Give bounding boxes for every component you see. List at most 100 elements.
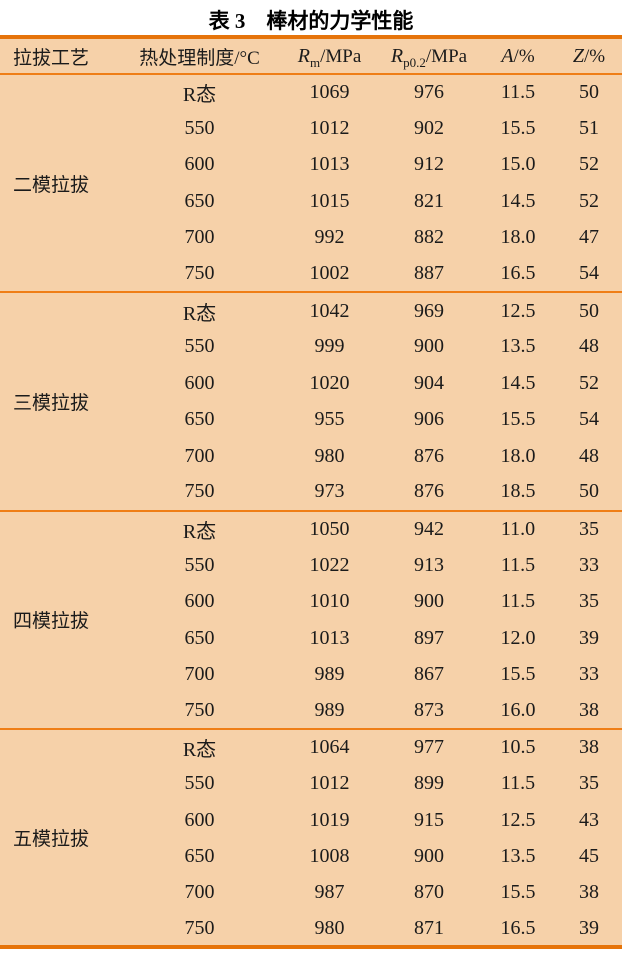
heat-cell: 700 — [184, 881, 215, 904]
col-header-drawing-process: 拉拔工艺 — [13, 47, 90, 69]
rp-cell: 821 — [414, 189, 444, 212]
heat-cell: 600 — [184, 371, 215, 394]
heat-cell: 700 — [184, 444, 215, 467]
rm-unit: /MPa — [320, 45, 362, 67]
a-cell: 18.0 — [500, 444, 536, 467]
table-row: 650 1008 900 13.5 45 — [0, 838, 622, 874]
z-cell: 35 — [579, 590, 599, 613]
table-row: 700 980 876 18.0 48 — [0, 438, 622, 474]
a-cell: 11.0 — [500, 517, 536, 540]
rm-cell: 1020 — [309, 371, 350, 394]
a-cell: 12.0 — [500, 626, 536, 649]
table-row: 750 1002 887 16.5 54 — [0, 256, 622, 292]
rm-cell: 1008 — [309, 844, 350, 867]
rm-cell: 987 — [314, 881, 345, 904]
rp-cell: 976 — [414, 81, 444, 104]
rm-cell: 1042 — [309, 299, 350, 322]
z-cell: 39 — [579, 626, 599, 649]
rm-cell: 989 — [314, 698, 345, 721]
a-cell: 14.5 — [500, 189, 536, 212]
rp-cell: 873 — [414, 698, 444, 721]
z-cell: 33 — [579, 553, 599, 576]
rp02-subscript: p0.2 — [403, 54, 426, 70]
rp-cell: 900 — [414, 590, 444, 613]
rp-cell: 977 — [414, 736, 444, 759]
heat-cell: 650 — [184, 189, 215, 212]
heat-cell: R态 — [182, 84, 217, 107]
heat-cell: 650 — [184, 844, 215, 867]
table-row: 750 989 873 16.0 38 — [0, 693, 622, 729]
heat-cell: 750 — [184, 262, 215, 285]
rp-cell: 870 — [414, 881, 444, 904]
a-cell: 12.5 — [500, 299, 536, 322]
rp-cell: 900 — [414, 844, 444, 867]
a-cell: 15.0 — [500, 153, 536, 176]
table-row: 550 1012 899 11.5 35 — [0, 765, 622, 801]
heat-cell: R态 — [182, 739, 217, 762]
process-label: 四模拉拔 — [13, 611, 90, 633]
table-row: 650 1013 897 12.0 39 — [0, 620, 622, 656]
z-cell: 54 — [579, 262, 599, 285]
rm-cell: 1013 — [309, 153, 350, 176]
table-row: 650 1015 821 14.5 52 — [0, 183, 622, 219]
rm-cell: 989 — [314, 662, 345, 685]
a-cell: 16.0 — [500, 698, 536, 721]
rm-subscript: m — [309, 54, 321, 70]
rm-cell: 1012 — [309, 117, 350, 140]
rm-cell: 999 — [314, 335, 345, 358]
col-header-heat-treatment: 热处理制度/°C — [139, 47, 260, 69]
group-five-die-drawing: 五模拉拔 R态 1064 977 10.5 38 550 1012 899 11… — [0, 729, 622, 947]
group-three-die-drawing: 三模拉拔 R态 1042 969 12.5 50 550 999 900 13.… — [0, 292, 622, 510]
z-cell: 39 — [579, 916, 599, 939]
z-cell: 52 — [579, 153, 599, 176]
a-cell: 10.5 — [500, 736, 536, 759]
z-cell: 38 — [579, 698, 599, 721]
z-cell: 35 — [579, 772, 599, 795]
rm-cell: 1064 — [309, 736, 350, 759]
table-row: 550 999 900 13.5 48 — [0, 329, 622, 365]
heat-cell: 600 — [184, 153, 215, 176]
rm-cell: 973 — [314, 480, 345, 503]
rp-cell: 913 — [414, 553, 444, 576]
rp-cell: 969 — [414, 299, 444, 322]
heat-cell: 650 — [184, 408, 215, 431]
a-cell: 13.5 — [500, 335, 536, 358]
rm-cell: 1022 — [309, 553, 350, 576]
z-cell: 51 — [579, 117, 599, 140]
heat-cell: 750 — [184, 698, 215, 721]
z-cell: 48 — [579, 444, 599, 467]
process-label: 二模拉拔 — [13, 174, 90, 196]
table-row: 700 987 870 15.5 38 — [0, 875, 622, 911]
heat-cell: 550 — [184, 553, 215, 576]
heat-cell: 750 — [184, 916, 215, 939]
table-row: 600 1020 904 14.5 52 — [0, 365, 622, 401]
z-cell: 52 — [579, 189, 599, 212]
table-row: 600 1010 900 11.5 35 — [0, 583, 622, 619]
a-cell: 16.5 — [500, 262, 536, 285]
col-header-rp02: Rp0.2/MPa — [378, 37, 480, 74]
heat-cell: 600 — [184, 590, 215, 613]
z-cell: 54 — [579, 408, 599, 431]
mechanical-properties-table: 拉拔工艺 热处理制度/°C Rm/MPa Rp0.2/MPa A/% Z/% 二… — [0, 35, 622, 950]
rp-cell: 897 — [414, 626, 444, 649]
rp02-unit: /MPa — [425, 45, 468, 67]
table-header: 拉拔工艺 热处理制度/°C Rm/MPa Rp0.2/MPa A/% Z/% — [0, 37, 622, 74]
a-cell: 11.5 — [500, 553, 536, 576]
z-cell: 38 — [579, 736, 599, 759]
rm-cell: 1069 — [309, 81, 350, 104]
table-row: 550 1022 913 11.5 33 — [0, 547, 622, 583]
rm-cell: 1010 — [309, 590, 350, 613]
rm-cell: 992 — [314, 226, 345, 249]
col-header-elongation: A/% — [480, 37, 556, 74]
table-row: 600 1019 915 12.5 43 — [0, 802, 622, 838]
z-cell: 33 — [579, 662, 599, 685]
group-two-die-drawing: 二模拉拔 R态 1069 976 11.5 50 550 1012 902 15… — [0, 74, 622, 292]
rm-cell: 1050 — [309, 517, 350, 540]
heat-cell: 550 — [184, 335, 215, 358]
a-cell: 14.5 — [500, 371, 536, 394]
z-cell: 50 — [579, 81, 599, 104]
heat-cell: 550 — [184, 772, 215, 795]
a-cell: 18.0 — [500, 226, 536, 249]
table-row: 750 980 871 16.5 39 — [0, 911, 622, 947]
process-label: 三模拉拔 — [13, 393, 90, 415]
